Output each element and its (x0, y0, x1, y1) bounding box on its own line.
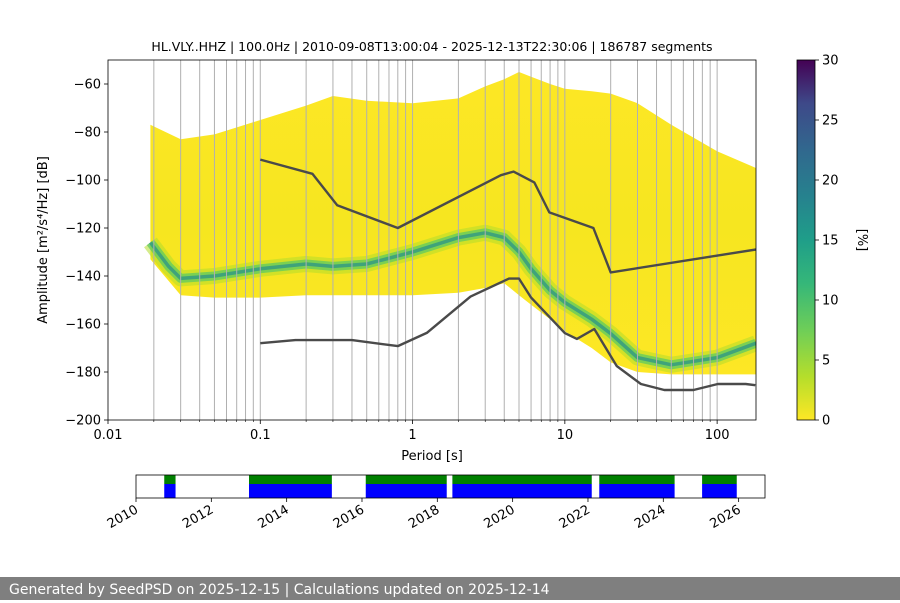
availability-segment-upper (248, 475, 332, 484)
availability-tick-label: 2010 (105, 502, 141, 532)
x-tick-label: 1 (408, 428, 416, 443)
y-tick-label: −180 (65, 366, 101, 381)
availability-segment-lower (164, 484, 176, 498)
x-axis-label: Period [s] (401, 449, 463, 464)
colorbar-ticks: 0 5 10 15 20 25 30 (815, 54, 839, 429)
availability-segment-upper (702, 475, 737, 484)
availability-tick-label: 2024 (632, 502, 668, 532)
availability-segment-upper (365, 475, 447, 484)
y-tick-label: −60 (74, 78, 101, 93)
availability-tick-label: 2026 (707, 502, 743, 532)
availability-segment-upper (164, 475, 176, 484)
footer-generated-note: Generated by SeedPSD on 2025-12-15 | Cal… (0, 577, 900, 600)
psd-mode-band-core (149, 231, 756, 367)
colorbar-tick-label: 0 (822, 414, 830, 429)
colorbar-tick-label: 30 (822, 54, 839, 69)
availability-segment-lower (702, 484, 737, 498)
plot-area (107, 59, 757, 421)
availability-axis: 2010 2012 2014 2016 2018 2020 2022 2024 2026 (105, 498, 744, 532)
colorbar-tick-label: 15 (822, 234, 839, 249)
high-noise-model-line (259, 158, 756, 274)
colorbar: 0 5 10 15 20 25 30 [%] (796, 54, 869, 429)
y-tick-label: −160 (65, 318, 101, 333)
y-axis-label: Amplitude [m²/s⁴/Hz] [dB] (36, 156, 51, 324)
colorbar-gradient (796, 59, 816, 421)
availability-tick-label: 2022 (557, 502, 593, 532)
colorbar-tick-label: 5 (822, 354, 830, 369)
availability-tick-label: 2020 (481, 502, 517, 532)
availability-segment-upper (599, 475, 675, 484)
x-tick-label: 10 (557, 428, 574, 443)
availability-frame (135, 474, 766, 499)
psd-figure: HL.VLY..HHZ | 100.0Hz | 2010-09-08T13:00… (36, 39, 869, 532)
availability-segment-upper (452, 475, 592, 484)
x-tick-label: 100 (705, 428, 730, 443)
availability-segment-lower (452, 484, 592, 498)
plot-frame (107, 59, 757, 421)
availability-tick-label: 2016 (331, 502, 367, 532)
x-tick-label: 0.1 (250, 428, 271, 443)
low-noise-model-line (260, 277, 756, 392)
y-tick-label: −200 (65, 414, 101, 429)
x-tick-label: 0.01 (94, 428, 123, 443)
colorbar-tick-label: 10 (822, 294, 839, 309)
colorbar-tick-label: 25 (822, 114, 839, 129)
colorbar-tick-label: 20 (822, 174, 839, 189)
y-tick-label: −120 (65, 222, 101, 237)
y-axis: −200 −180 −160 −140 −120 −100 −80 −60 (65, 78, 108, 429)
psd-density-envelope (150, 72, 756, 375)
availability-segment-lower (248, 484, 332, 498)
availability-segment-lower (365, 484, 447, 498)
availability-tick-label: 2012 (180, 502, 216, 532)
colorbar-label: [%] (854, 229, 869, 252)
availability-timeline: 2010 2012 2014 2016 2018 2020 2022 2024 2026 (105, 474, 766, 532)
y-tick-label: −80 (74, 126, 101, 141)
x-gridlines (153, 60, 718, 420)
availability-tick-label: 2018 (406, 502, 442, 532)
chart-title: HL.VLY..HHZ | 100.0Hz | 2010-09-08T13:00… (151, 39, 712, 54)
y-tick-label: −140 (65, 270, 101, 285)
y-tick-label: −100 (65, 174, 101, 189)
availability-bars (164, 475, 737, 498)
availability-tick-label: 2014 (255, 502, 291, 532)
availability-segment-lower (599, 484, 675, 498)
x-axis: 0.01 0.1 1 10 100 (94, 420, 730, 443)
